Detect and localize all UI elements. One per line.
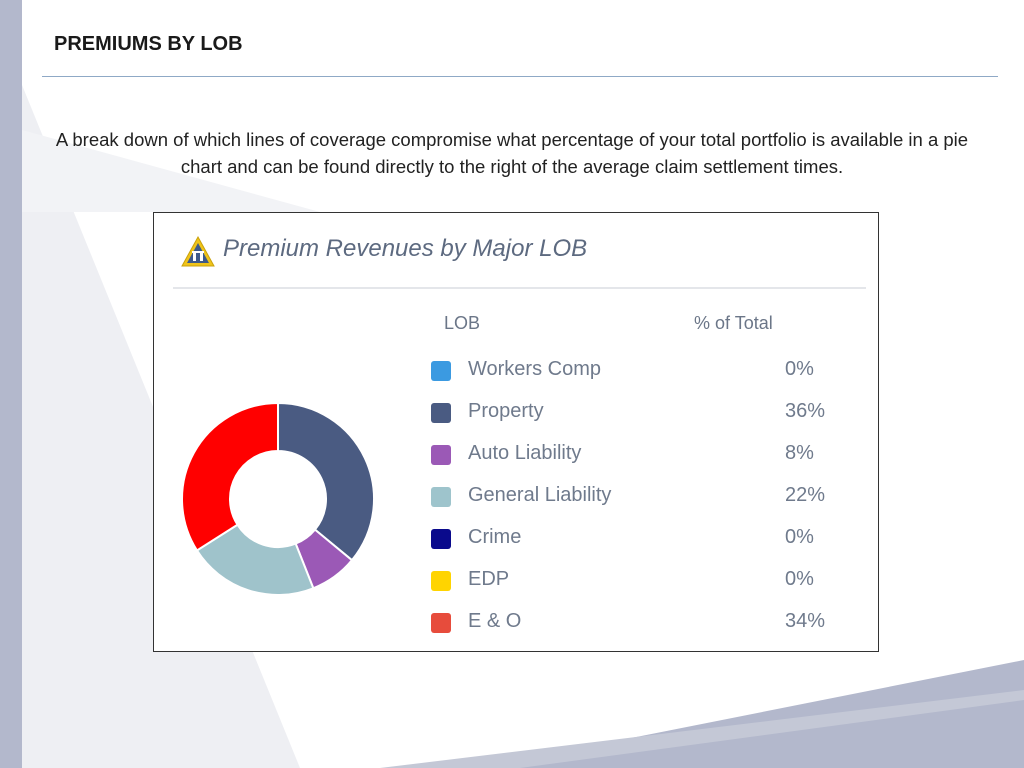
legend-label: Crime: [468, 526, 522, 548]
chart-panel: Premium Revenues by Major LOB LOB % of T…: [153, 212, 879, 652]
warning-triangle-icon: [181, 235, 215, 267]
legend-swatch: [431, 403, 451, 423]
legend-swatch: [431, 529, 451, 549]
legend-value: 8%: [785, 442, 814, 464]
legend-value: 0%: [785, 358, 814, 380]
legend-label: E & O: [468, 610, 522, 632]
legend-item: Auto Liability 8%: [154, 441, 880, 471]
title-divider: [42, 76, 998, 77]
chart-title: Premium Revenues by Major LOB: [223, 235, 588, 262]
legend-header-lob: LOB: [444, 313, 481, 333]
legend-label: Property: [468, 400, 544, 422]
donut-slice-property: [277, 401, 375, 562]
chart-title-divider: [173, 287, 866, 289]
legend-swatch: [431, 361, 451, 381]
legend-label: EDP: [468, 568, 510, 590]
legend-swatch: [431, 571, 451, 591]
legend-item: E & O 34%: [154, 609, 880, 639]
legend-value: 0%: [785, 568, 814, 590]
legend-item: General Liability 22%: [154, 483, 880, 513]
legend-label: General Liability: [468, 484, 612, 506]
slide-description: A break down of which lines of coverage …: [55, 129, 969, 177]
legend-value: 34%: [785, 610, 826, 632]
legend-item: Property 36%: [154, 399, 880, 429]
legend-swatch: [431, 445, 451, 465]
legend-swatch: [431, 613, 451, 633]
legend-value: 36%: [785, 400, 826, 422]
legend-swatch: [431, 487, 451, 507]
slide-title: PREMIUMS BY LOB: [54, 33, 243, 55]
legend-header-pct: % of Total: [694, 313, 773, 333]
legend-value: 0%: [785, 526, 814, 548]
legend-item: EDP 0%: [154, 567, 880, 597]
donut-slice-general-liability: [195, 523, 315, 596]
legend-label: Workers Comp: [468, 358, 601, 380]
donut-chart: [181, 401, 375, 596]
legend-value: 22%: [785, 484, 826, 506]
donut-slice-e-o: [181, 401, 279, 552]
legend-item: Workers Comp 0%: [154, 357, 880, 387]
legend-item: Crime 0%: [154, 525, 880, 555]
left-accent-bar: [0, 0, 22, 768]
legend-label: Auto Liability: [468, 442, 582, 464]
